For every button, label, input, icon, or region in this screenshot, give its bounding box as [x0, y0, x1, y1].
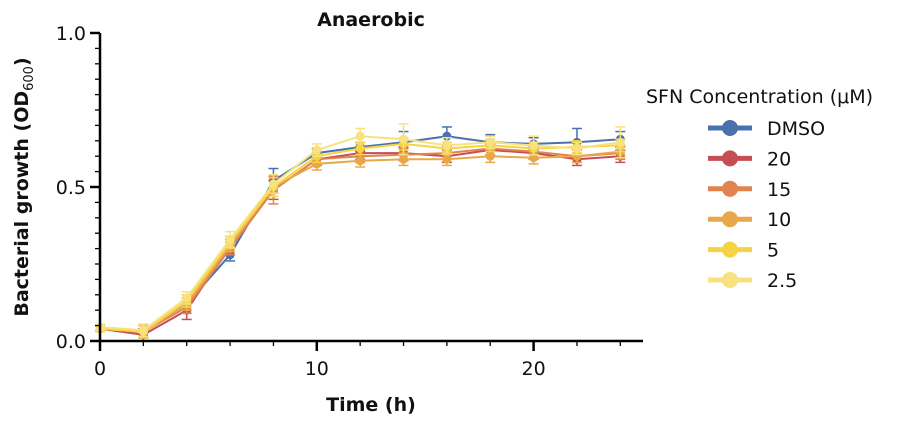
data-point	[485, 151, 495, 161]
y-tick-label: 0.0	[56, 331, 86, 353]
x-tick-label: 20	[522, 358, 546, 380]
data-point	[399, 154, 409, 164]
data-point	[355, 144, 365, 153]
x-axis-ticks: 0 10 20	[94, 341, 621, 380]
legend-swatch-marker	[722, 120, 738, 136]
legend-swatch-marker	[722, 241, 738, 258]
data-point	[442, 140, 452, 150]
legend-label: 5	[767, 240, 779, 262]
y-axis-label-main: Bacterial growth (OD	[11, 91, 33, 317]
data-point	[442, 154, 452, 164]
data-point	[572, 144, 582, 153]
data-point	[182, 293, 192, 303]
legend-items: DMSO 20 15 10 5 2.5	[708, 118, 825, 292]
data-point	[529, 140, 539, 150]
plot-area: 0.0 0.5 1.0 0 10 20	[56, 23, 643, 380]
legend-item: 2.5	[708, 270, 797, 292]
y-axis-label-sub: 600	[22, 66, 37, 91]
y-tick-label: 1.0	[56, 23, 86, 45]
legend-label: 10	[767, 209, 791, 231]
x-axis-label: Time (h)	[326, 394, 416, 416]
x-tick-label: 0	[94, 358, 106, 380]
legend-item: 15	[708, 179, 791, 201]
data-point	[485, 137, 495, 147]
legend-item: 20	[708, 148, 791, 170]
legend-item: 10	[708, 209, 791, 231]
y-axis-ticks: 0.0 0.5 1.0	[56, 23, 100, 353]
data-point	[312, 145, 322, 155]
data-point	[268, 179, 278, 189]
y-axis-label: Bacterial growth (OD600)	[11, 57, 37, 316]
legend-item: DMSO	[708, 118, 825, 140]
legend-item: 5	[708, 240, 779, 262]
data-point	[615, 137, 625, 147]
data-point	[399, 134, 409, 144]
data-point	[529, 153, 539, 163]
legend-swatch-marker	[722, 180, 738, 197]
data-point	[138, 325, 148, 335]
legend-label: 2.5	[767, 270, 797, 292]
legend-title: SFN Concentration (μM)	[646, 86, 873, 108]
legend: SFN Concentration (μM) DMSO 20 15 10 5 2.5	[646, 86, 873, 292]
legend-label: 15	[767, 179, 791, 201]
y-tick-label: 0.5	[56, 177, 86, 199]
legend-swatch-marker	[722, 211, 738, 228]
legend-label: 20	[767, 148, 791, 170]
data-point	[355, 131, 365, 141]
chart-title: Anaerobic	[317, 9, 425, 31]
legend-swatch-marker	[722, 272, 738, 288]
data-point	[355, 156, 365, 166]
legend-label: DMSO	[767, 118, 825, 140]
data-point	[225, 234, 235, 244]
legend-swatch-marker	[722, 150, 738, 167]
x-tick-label: 10	[305, 358, 329, 380]
y-axis-label-close: )	[11, 57, 33, 66]
series-layer	[95, 123, 626, 342]
series-2-5	[95, 123, 626, 338]
